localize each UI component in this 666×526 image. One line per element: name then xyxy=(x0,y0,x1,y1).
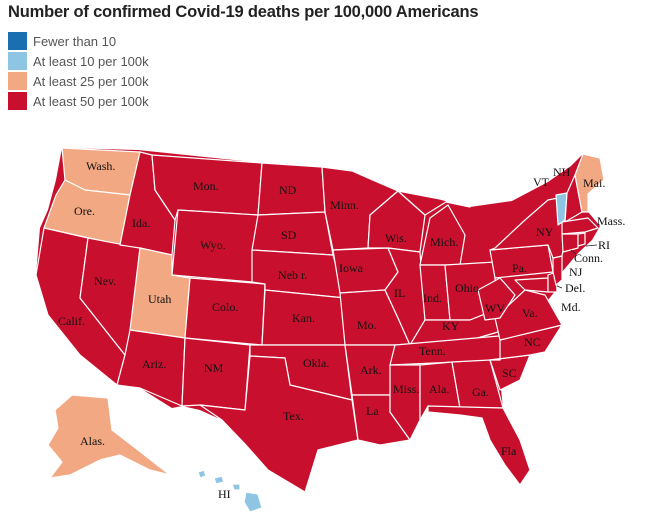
state-label-nd: ND xyxy=(279,183,297,197)
state-hi xyxy=(197,469,263,513)
legend-item-at-least-10: At least 10 per 100k xyxy=(8,51,149,71)
legend-item-at-least-50: At least 50 per 100k xyxy=(8,91,149,111)
state-tx xyxy=(199,355,359,493)
leader-line xyxy=(556,285,563,289)
state-label-md: Md. xyxy=(561,300,581,314)
state-label-vt: VT xyxy=(533,175,550,189)
legend-label: At least 25 per 100k xyxy=(33,73,149,89)
legend-item-at-least-25: At least 25 per 100k xyxy=(8,71,149,91)
state-label-wi: Wis. xyxy=(385,231,407,245)
state-label-me: Mai. xyxy=(583,176,605,190)
state-label-al: Ala. xyxy=(429,382,449,396)
state-label-la: La xyxy=(366,404,379,418)
state-ri xyxy=(577,232,586,247)
state-label-va: Va. xyxy=(522,306,538,320)
state-label-or: Ore. xyxy=(74,204,95,218)
state-label-mo: Mo. xyxy=(357,318,377,332)
state-label-co: Colo. xyxy=(212,300,238,314)
state-label-wa: Wash. xyxy=(86,159,115,173)
state-label-sd: SD xyxy=(281,228,297,242)
state-label-wy: Wyo. xyxy=(200,238,226,252)
state-label-ny: NY xyxy=(536,225,554,239)
state-wv xyxy=(477,277,516,321)
state-label-tn: Tenn. xyxy=(419,344,446,358)
state-label-id: Ida. xyxy=(132,216,150,230)
state-label-nh: NH xyxy=(553,165,571,179)
state-label-ok: Okla. xyxy=(303,356,329,370)
state-ct xyxy=(561,233,579,253)
state-label-ar: Ark. xyxy=(360,363,382,377)
state-label-hi: HI xyxy=(218,487,231,501)
state-ma xyxy=(561,217,599,235)
state-label-az: Ariz. xyxy=(142,357,166,371)
state-label-in: Ind. xyxy=(423,291,442,305)
state-label-ri: RI xyxy=(598,238,610,252)
legend-swatch xyxy=(8,32,27,50)
legend-swatch xyxy=(8,92,27,110)
legend-swatch xyxy=(8,72,27,90)
legend-swatch xyxy=(8,52,27,70)
state-label-il: IL xyxy=(394,286,405,300)
state-label-mt: Mon. xyxy=(193,179,219,193)
state-label-ma: Mass. xyxy=(597,214,625,228)
state-label-wv: WV xyxy=(485,301,505,315)
state-label-ne: Neb r. xyxy=(278,268,307,282)
legend: Fewer than 10 At least 10 per 100k At le… xyxy=(8,31,149,111)
state-va xyxy=(494,289,563,341)
state-label-nc: NC xyxy=(524,335,541,349)
state-label-ut: Utah xyxy=(148,292,171,306)
state-mi-up xyxy=(397,190,471,216)
legend-label: Fewer than 10 xyxy=(33,33,117,49)
state-label-ms: Miss. xyxy=(393,382,419,396)
state-ak xyxy=(47,394,171,479)
state-label-ca: Calif. xyxy=(58,314,85,328)
legend-label: At least 10 per 100k xyxy=(33,53,149,69)
state-label-ct: Conn. xyxy=(574,251,603,265)
state-label-ga: Ga. xyxy=(472,385,489,399)
state-label-nm: NM xyxy=(204,361,224,375)
leader-line xyxy=(585,244,598,247)
state-label-oh: Ohio xyxy=(455,281,479,295)
state-label-pa: Pa. xyxy=(512,261,527,275)
map-title: Number of confirmed Covid-19 deaths per … xyxy=(8,3,479,21)
legend-item-fewer-than-10: Fewer than 10 xyxy=(8,31,149,51)
state-label-ia: Iowa xyxy=(339,261,364,275)
state-me xyxy=(574,153,605,213)
state-label-de: Del. xyxy=(565,281,585,295)
leader-line xyxy=(570,249,577,255)
state-label-tx: Tex. xyxy=(283,409,304,423)
legend-label: At least 50 per 100k xyxy=(33,93,149,109)
state-fl xyxy=(427,405,531,486)
state-label-nv: Nev. xyxy=(94,274,116,288)
state-label-fl: Fla xyxy=(501,444,517,458)
state-label-mn: Minn. xyxy=(330,198,359,212)
state-label-ak: Alas. xyxy=(80,434,105,448)
state-label-mi: Mich. xyxy=(430,235,458,249)
state-label-nj: NJ xyxy=(569,265,583,279)
state-label-ks: Kan. xyxy=(292,311,315,325)
state-label-ky: KY xyxy=(442,319,460,333)
state-label-sc: SC xyxy=(502,366,517,380)
